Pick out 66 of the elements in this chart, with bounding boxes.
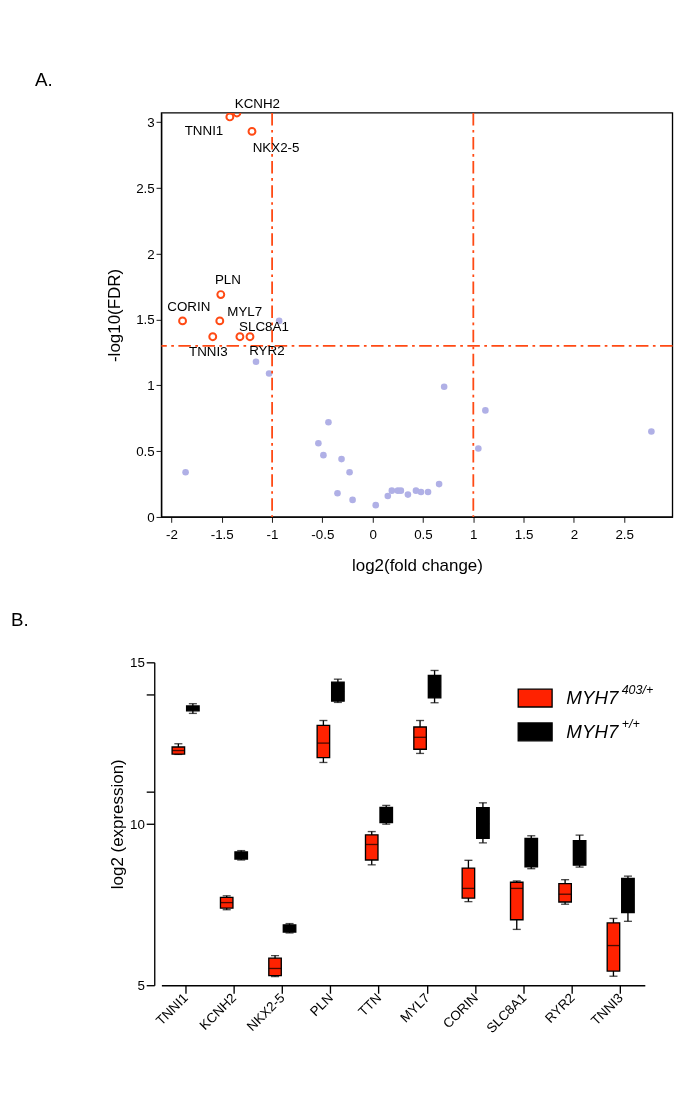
x-tick-label: 2.5	[615, 526, 634, 542]
y-tick-label: 3	[147, 115, 155, 131]
y-tick-label: 5	[137, 978, 145, 994]
point	[225, 112, 235, 122]
annotation: NKX2-5	[252, 139, 300, 155]
annotation: RYR2	[249, 342, 285, 358]
x-tick-label: 1	[470, 526, 478, 542]
point	[372, 501, 380, 509]
x-tick-label: 2	[570, 526, 579, 542]
chart-title: A.	[34, 69, 53, 91]
annotation: KCNH2	[234, 95, 281, 111]
point	[412, 487, 420, 494]
x-tick-label: 1.5	[514, 526, 534, 542]
annotation: PLN	[214, 271, 241, 287]
y-axis-title: -log10(FDR)	[105, 268, 125, 363]
x-tick-label: TTN	[355, 990, 385, 1020]
annotation: TNNI1	[184, 122, 224, 138]
x-tick-label: -1.5	[210, 526, 234, 542]
x-tick-label: -0.5	[311, 526, 335, 542]
point	[215, 316, 225, 326]
x-axis-title: log2(fold change)	[351, 555, 483, 575]
point	[245, 332, 255, 342]
x-tick-label: 0.5	[414, 526, 433, 542]
chart-title: B.	[10, 608, 29, 630]
point	[648, 428, 655, 435]
point	[235, 332, 245, 342]
point	[388, 487, 396, 494]
y-tick-label: 1	[147, 378, 155, 394]
annotation: CORIN	[167, 299, 211, 315]
point	[178, 316, 187, 326]
x-tick-label: 0	[369, 526, 377, 542]
point	[475, 445, 482, 452]
point	[349, 496, 356, 504]
point	[325, 418, 332, 426]
point	[265, 370, 273, 377]
point	[435, 480, 443, 488]
point	[216, 290, 226, 300]
point	[208, 332, 218, 342]
point	[346, 468, 353, 476]
x-tick-label: -2	[166, 526, 178, 542]
point	[404, 491, 412, 498]
annotation: SLC8A1	[239, 319, 289, 335]
y-tick-label: 0.5	[136, 444, 155, 460]
annotation: TNNI3	[188, 344, 228, 360]
y-axis-title: log2 (expression)	[107, 759, 127, 890]
point	[417, 488, 425, 496]
point	[334, 490, 341, 497]
point	[252, 358, 260, 365]
y-tick-label: 2	[147, 246, 155, 262]
annotation: MYL7	[227, 303, 263, 319]
x-tick-label: -1	[266, 526, 279, 542]
y-tick-label: 15	[130, 655, 145, 671]
point	[315, 440, 322, 447]
point	[440, 383, 448, 391]
point	[482, 407, 489, 414]
y-tick-label: 1.5	[136, 312, 155, 328]
point	[384, 492, 392, 500]
point	[424, 488, 432, 496]
y-tick-label: 10	[130, 816, 145, 832]
y-tick-label: 0	[147, 509, 155, 525]
point	[338, 455, 345, 463]
point	[182, 468, 189, 476]
point	[320, 451, 327, 459]
legend-label: MYH7+/+	[566, 717, 640, 743]
y-tick-label: 2.5	[136, 180, 155, 196]
point	[247, 126, 257, 136]
